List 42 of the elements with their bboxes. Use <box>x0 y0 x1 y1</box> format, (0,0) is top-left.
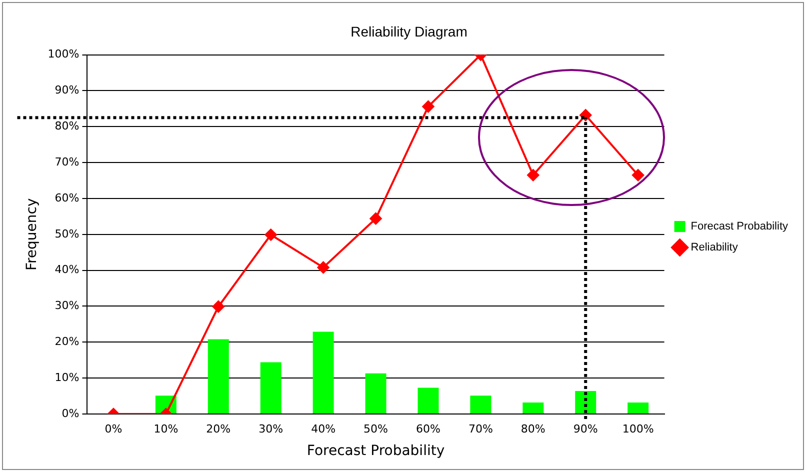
point <box>632 169 644 182</box>
point <box>317 261 330 274</box>
point <box>370 212 382 225</box>
bar <box>470 396 492 414</box>
bar <box>418 388 439 414</box>
x-tick-label: 100% <box>622 422 654 436</box>
y-tick-label: 0% <box>62 406 80 420</box>
bar <box>575 391 596 414</box>
x-tick-label: 70% <box>468 422 493 436</box>
x-tick-label: 50% <box>364 422 388 436</box>
y-tick-label: 100% <box>48 48 80 61</box>
y-tick-label: 90% <box>54 84 80 97</box>
x-tick-label: 40% <box>311 422 336 436</box>
y-tick-label: 70% <box>54 155 80 168</box>
bar <box>312 332 334 414</box>
legend-label: Forecast Probability <box>690 220 788 233</box>
y-tick-label: 20% <box>54 335 80 348</box>
chart-title: Reliability Diagram <box>350 23 468 40</box>
x-axis-title: Forecast Probability <box>306 443 445 460</box>
y-tick-label: 50% <box>54 227 80 240</box>
point <box>264 228 277 241</box>
y-axis-title: Frequency <box>24 198 40 271</box>
y-tick-label: 80% <box>54 120 80 132</box>
bar <box>628 402 649 414</box>
x-tick-label: 10% <box>154 422 178 436</box>
bar <box>260 362 282 414</box>
x-tick-label: 80% <box>520 422 546 436</box>
x-tick-label: 30% <box>258 422 284 436</box>
x-tick-label: 60% <box>416 422 440 436</box>
x-tick-label: 90% <box>573 422 598 436</box>
x-tick-label: 0% <box>104 422 122 436</box>
y-tick-label: 30% <box>54 299 80 312</box>
y-tick-label: 10% <box>54 370 80 384</box>
point <box>527 169 540 182</box>
legend-label: Reliability <box>690 242 738 254</box>
y-tick-label: 60% <box>54 191 80 204</box>
bar <box>208 339 229 414</box>
point <box>422 100 434 113</box>
bar <box>522 402 544 414</box>
y-tick-label: 40% <box>54 263 80 276</box>
x-tick-label: 20% <box>206 422 231 436</box>
bar <box>365 373 386 414</box>
